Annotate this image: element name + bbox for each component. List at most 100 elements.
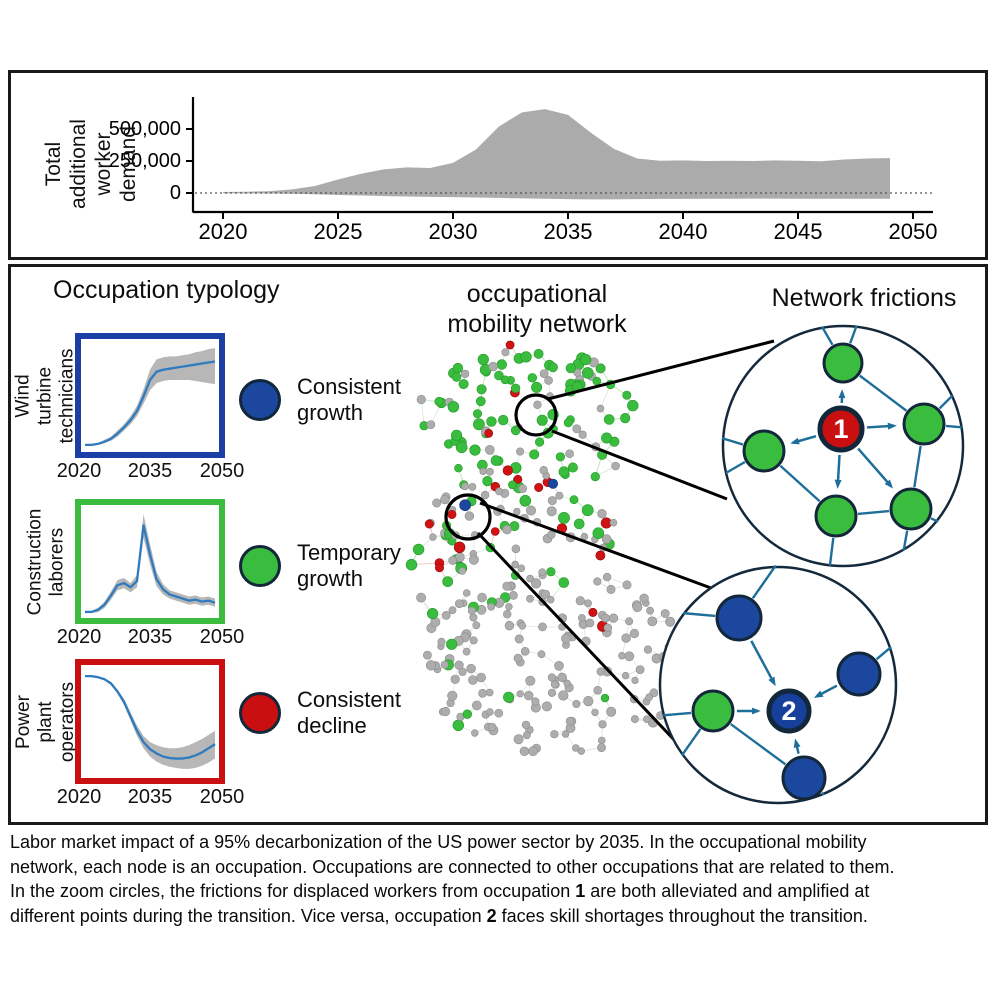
network-zoom-mark (514, 393, 558, 437)
occupation-node-gray (454, 660, 464, 670)
occupation-node-green (620, 413, 631, 424)
occupation-typology-title: Occupation typology (53, 276, 280, 304)
occupation-node-gray (531, 697, 540, 706)
occupation-node-gray (528, 746, 538, 757)
occupation-node-gray (539, 369, 549, 378)
occupation-node-gray (516, 447, 525, 456)
occupation-node-gray (550, 730, 559, 739)
x-tick-label: 2050 (889, 219, 938, 244)
occupation-node-green (569, 495, 579, 505)
occupation-node-gray (538, 622, 547, 632)
friction-circle-2: 2 (658, 564, 898, 805)
occupation-node-gray (601, 613, 610, 623)
occupation-node-gray (466, 663, 476, 674)
occupation-node-gray (596, 667, 605, 676)
power-plant-operators-chart (75, 659, 225, 784)
legend-item-temporary-growth: Temporary growth (239, 539, 401, 593)
occupation-node-red (502, 465, 513, 476)
occupation-node-gray (596, 404, 605, 413)
x-tick-label: 2025 (314, 219, 363, 244)
friction-neighbor-node (902, 402, 946, 446)
occupation-node-gray (441, 706, 451, 717)
occupation-node-gray (518, 621, 527, 630)
network-nodes (405, 340, 693, 757)
occupation-node-gray (547, 496, 557, 506)
mini-chart-xtick: 2020 (56, 786, 102, 808)
network-diagram-canvas: 12 (405, 324, 965, 805)
occupation-node-green (451, 429, 463, 441)
occupation-node-gray (448, 556, 458, 565)
occupation-node-green (510, 425, 521, 436)
occupation-node-gray (629, 628, 640, 639)
wind-turbine-technicians-label: Wind turbine technicians (13, 347, 78, 444)
occupation-node-gray (608, 613, 619, 623)
occupation-node-gray (416, 592, 426, 603)
occupation-node-gray (642, 715, 651, 724)
caption-line: Labor market impact of a 95% decarboniza… (10, 832, 867, 852)
occupation-node-gray (544, 376, 553, 385)
occupation-node-gray (563, 679, 571, 687)
occupation-node-green (472, 418, 485, 431)
occupation-node-gray (472, 621, 481, 630)
mini-chart-xtick: 2020 (56, 460, 102, 482)
occupation-node-green (563, 418, 573, 428)
occupation-node-gray (593, 685, 603, 695)
friction-neighbor-node (836, 651, 882, 697)
occupation-node-gray (541, 701, 552, 712)
friction-node-number: 2 (781, 696, 796, 726)
occupation-node-gray (478, 688, 487, 698)
occupation-node-gray (471, 700, 482, 711)
mini-chart-xtick: 2035 (127, 626, 173, 648)
occupation-node-green (565, 363, 576, 374)
occupation-node-gray (467, 606, 476, 615)
occupation-node-gray (476, 672, 486, 683)
occupation-node-gray (598, 720, 607, 729)
occupation-node-gray (520, 646, 530, 656)
occupation-node-green (452, 362, 464, 374)
occupation-node-gray (624, 651, 635, 662)
caption-line: In the zoom circles, the frictions for d… (10, 881, 870, 901)
trend-line (85, 360, 216, 447)
occupation-node-gray (547, 688, 557, 697)
occupation-node-gray (437, 637, 446, 646)
occupation-node-gray (558, 690, 569, 701)
occupation-node-green (452, 719, 464, 731)
mobility-arrow (813, 684, 838, 698)
confidence-band (85, 348, 215, 446)
occupation-node-green (548, 362, 558, 373)
occupation-node-green (520, 351, 532, 363)
mobility-arrow (750, 640, 776, 687)
friction-neighbor-node (742, 429, 786, 473)
occupation-node-gray (526, 574, 534, 583)
occupation-node-gray (422, 650, 432, 660)
occupation-node-green (533, 349, 544, 359)
occupation-node-gray (561, 730, 570, 738)
occupation-node-gray (557, 672, 567, 682)
occupation-node-gray (583, 696, 594, 707)
occupation-node-gray (426, 420, 436, 429)
occupation-node-green (600, 693, 610, 703)
occupation-node-green (558, 466, 570, 478)
occupation-node-gray (517, 564, 526, 573)
occupation-node-gray (565, 449, 574, 458)
occupation-node-red (434, 563, 444, 573)
occupation-node-gray (630, 715, 639, 724)
occupation-node-green (603, 414, 615, 425)
occupation-node-gray (585, 618, 595, 628)
occupation-node-gray (479, 467, 487, 475)
occupation-node-gray (539, 466, 548, 475)
occupation-node-gray (513, 507, 521, 516)
occupation-node-gray (505, 603, 513, 611)
mobility-arrow (866, 422, 897, 430)
occupation-node-green (555, 452, 566, 462)
occupation-node-green (527, 373, 537, 383)
occupation-node-gray (537, 650, 546, 659)
occupation-node-green (573, 518, 585, 530)
occupation-node-green (601, 432, 613, 444)
friction-neighbor-node (691, 689, 735, 733)
occupation-node-gray (461, 482, 469, 491)
legend-label: Consistent growth (297, 374, 401, 425)
occupation-node-gray (639, 593, 649, 603)
occupation-node-gray (606, 584, 616, 594)
occupation-node-green (405, 559, 418, 571)
